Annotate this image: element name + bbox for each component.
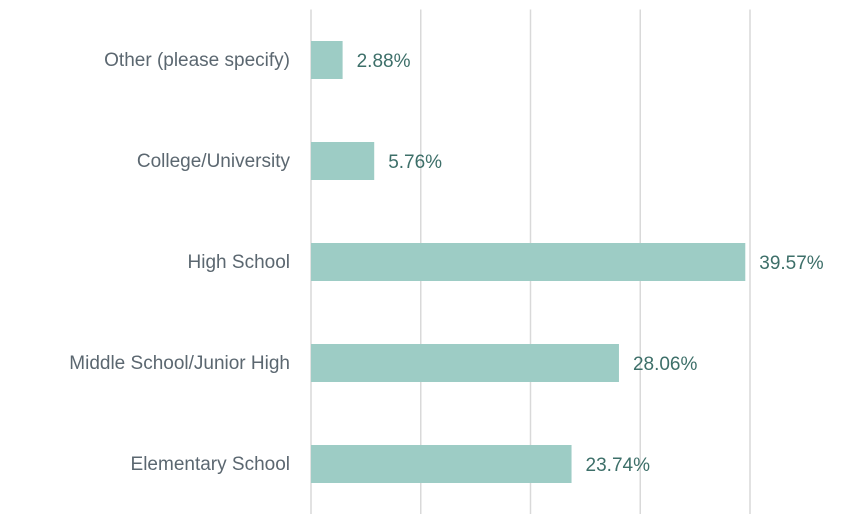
data-label: 23.74% [586,455,651,476]
bar [311,142,375,180]
data-label: 2.88% [357,51,411,72]
y-tick-label: Other (please specify) [104,50,290,71]
data-label: 39.57% [759,253,824,274]
bar [311,344,619,382]
y-tick-label: College/University [137,151,291,172]
bar [311,243,746,281]
bar [311,445,572,483]
y-tick-label: High School [188,252,290,273]
bar [311,41,343,79]
y-tick-label: Elementary School [131,454,290,475]
data-label: 5.76% [388,152,442,173]
data-label: 28.06% [633,354,698,375]
y-tick-label: Middle School/Junior High [69,353,290,374]
